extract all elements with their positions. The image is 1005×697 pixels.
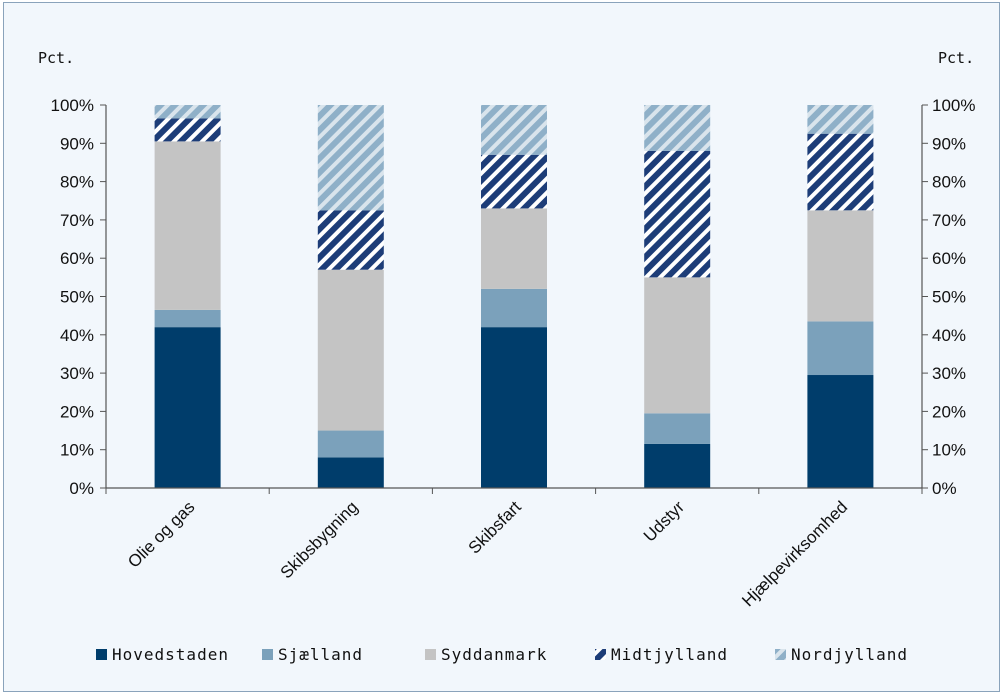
x-tick-label: Skibsfart — [465, 497, 525, 557]
bar-segment-syddanmark-1 — [154, 141, 221, 310]
y-tick-label-right: 100% — [932, 96, 975, 115]
bar-segment-syddanmark-4 — [644, 277, 711, 414]
bar-segment-midtjylland-2 — [317, 210, 384, 270]
bar-segment-midtjylland-5 — [807, 133, 874, 211]
legend-swatch-midtjylland — [595, 649, 606, 660]
x-tick-label: Udstyr — [640, 497, 688, 545]
y-tick-label-right: 70% — [932, 211, 966, 230]
y-tick-label-left: 90% — [60, 134, 94, 153]
bar-segment-hovedstaden-1 — [154, 327, 221, 488]
y-tick-label-left: 60% — [60, 249, 94, 268]
bar-segment-midtjylland-3 — [481, 154, 547, 209]
bar-segment-nordjylland-4 — [644, 105, 711, 151]
bar-segment-sjælland-5 — [807, 321, 874, 376]
bar-segment-nordjylland-1 — [154, 105, 221, 119]
y-axis-unit-left: Pct. — [38, 49, 74, 67]
y-axis-unit-right: Pct. — [938, 49, 974, 67]
bar-segment-syddanmark-3 — [481, 208, 547, 289]
y-tick-label-left: 20% — [60, 402, 94, 421]
legend-swatch-hovedstaden — [96, 649, 107, 660]
legend-label-syddanmark: Syddanmark — [441, 645, 547, 664]
x-tick-label: Olie og gas — [124, 497, 198, 571]
x-tick-label: Hjælpevirksomhed — [738, 497, 851, 610]
y-tick-label-right: 10% — [932, 441, 966, 460]
bar-segment-midtjylland-4 — [644, 150, 711, 278]
y-tick-label-left: 70% — [60, 211, 94, 230]
legend-label-sjælland: Sjælland — [278, 645, 363, 664]
legend-swatch-nordjylland — [775, 649, 786, 660]
legend-label-nordjylland: Nordjylland — [791, 645, 908, 664]
stacked-bar-chart: Pct. Pct. Olie og gas Skibsbygning Skibsfa… — [38, 49, 975, 664]
legend-label-midtjylland: Midtjylland — [611, 645, 728, 664]
bar-segment-nordjylland-5 — [807, 105, 874, 134]
bar-segment-sjælland-3 — [481, 288, 547, 328]
y-tick-label-right: 40% — [932, 326, 966, 345]
bar-segment-nordjylland-3 — [481, 105, 547, 155]
y-tick-label-right: 20% — [932, 402, 966, 421]
y-tick-label-left: 30% — [60, 364, 94, 383]
bar-segment-hovedstaden-5 — [807, 375, 874, 488]
y-tick-label-left: 0% — [69, 479, 94, 498]
bar-segment-sjælland-4 — [644, 413, 711, 444]
y-tick-label-right: 60% — [932, 249, 966, 268]
bar-segment-hovedstaden-2 — [317, 457, 384, 488]
bar-segment-sjælland-2 — [317, 430, 384, 458]
legend-swatch-syddanmark — [425, 649, 436, 660]
bar-segment-hovedstaden-4 — [644, 443, 711, 488]
bar-segment-sjælland-1 — [154, 309, 221, 328]
y-tick-label-right: 90% — [932, 134, 966, 153]
y-tick-label-left: 10% — [60, 441, 94, 460]
chart-frame: Pct. Pct. Olie og gas Skibsbygning Skibsfa… — [3, 2, 1000, 692]
y-tick-label-left: 100% — [51, 96, 94, 115]
y-tick-label-right: 80% — [932, 173, 966, 192]
y-tick-label-left: 40% — [60, 326, 94, 345]
legend-swatch-sjælland — [262, 649, 273, 660]
bar-segment-midtjylland-1 — [154, 118, 221, 142]
legend: Hovedstaden Sjælland Syddanmark Midtjylland… — [96, 645, 908, 664]
bar-segment-hovedstaden-3 — [481, 327, 547, 488]
bar-segment-syddanmark-2 — [317, 269, 384, 431]
bar-segment-syddanmark-5 — [807, 210, 874, 322]
y-tick-label-left: 50% — [60, 288, 94, 307]
plot-area — [154, 105, 874, 488]
y-tick-label-right: 50% — [932, 288, 966, 307]
y-tick-label-left: 80% — [60, 173, 94, 192]
y-tick-label-right: 0% — [932, 479, 957, 498]
x-tick-label: Skibsbygning — [277, 497, 362, 582]
y-tick-label-right: 30% — [932, 364, 966, 383]
legend-label-hovedstaden: Hovedstaden — [112, 645, 229, 664]
bar-segment-nordjylland-2 — [317, 105, 384, 211]
